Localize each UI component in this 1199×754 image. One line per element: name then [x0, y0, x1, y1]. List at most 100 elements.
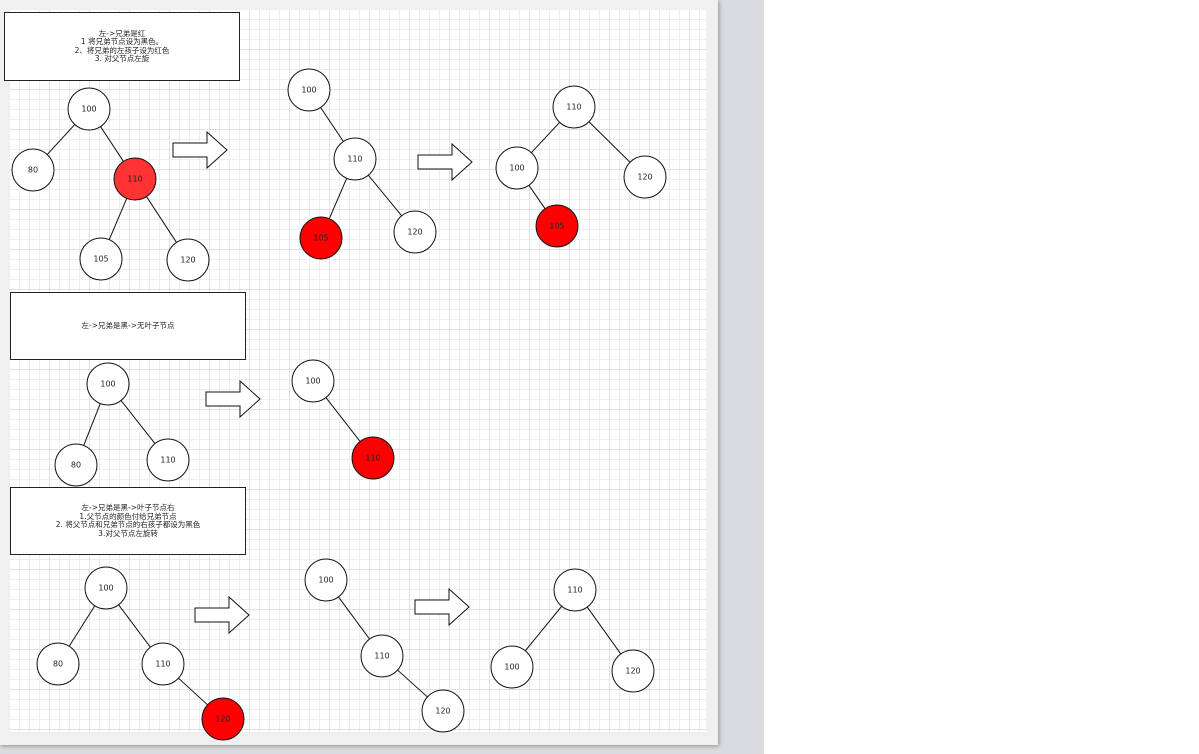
tree-edge — [338, 596, 370, 640]
tree-edge — [528, 185, 546, 209]
tree-node[interactable]: 100 — [304, 558, 348, 602]
tree-node[interactable]: 100 — [67, 87, 111, 131]
right-arrow-shape[interactable] — [172, 130, 228, 170]
node-circle — [287, 68, 331, 112]
note-line: 左->兄弟是黑->叶子节点右 — [81, 503, 175, 512]
node-circle — [393, 210, 437, 254]
node-circle — [67, 87, 111, 131]
right-arrow-shape[interactable] — [205, 379, 261, 419]
node-label: 100 — [504, 663, 519, 672]
node-circle — [623, 155, 667, 199]
node-circle — [84, 566, 128, 610]
note-line: 2. 将父节点和兄弟节点的右孩子都设为黑色 — [55, 520, 201, 529]
tree-edge — [120, 400, 156, 444]
node-label: 100 — [98, 584, 113, 593]
tree-edge — [367, 174, 403, 217]
tree-node[interactable]: 120 — [166, 238, 210, 282]
node-label: 110 — [155, 660, 170, 669]
tree-node[interactable]: 100 — [291, 359, 335, 403]
tree-node[interactable]: 80 — [36, 642, 80, 686]
node-circle — [141, 642, 185, 686]
diagram-page — [0, 0, 718, 745]
tree-node[interactable]: 110 — [113, 157, 157, 201]
node-circle — [490, 645, 534, 689]
note-line: 左->兄弟是黑->无叶子节点 — [81, 320, 175, 330]
note-line: 左->兄弟是红 — [98, 28, 146, 38]
tree-edge — [325, 397, 361, 442]
tree-node[interactable]: 105 — [299, 216, 343, 260]
node-circle — [166, 238, 210, 282]
tree-edge — [524, 605, 563, 652]
node-label: 105 — [313, 234, 328, 243]
node-circle — [421, 689, 465, 733]
note-case-2[interactable]: 左->兄弟是黑->无叶子节点 — [10, 292, 246, 360]
tree-edge — [586, 606, 622, 655]
tree-node[interactable]: 120 — [421, 689, 465, 733]
tree-node[interactable]: 120 — [623, 155, 667, 199]
tree-node[interactable]: 100 — [84, 566, 128, 610]
node-circle — [351, 436, 395, 480]
note-line: 3.对父节点左旋转 — [98, 528, 158, 538]
node-label: 100 — [100, 380, 115, 389]
tree-node[interactable]: 120 — [393, 210, 437, 254]
node-circle — [611, 649, 655, 693]
nodes-layer: 100 80 110 105 120 100 110 105 120 110 100 120 105 10… — [11, 68, 667, 741]
tree-node[interactable]: 100 — [495, 146, 539, 190]
node-circle — [291, 359, 335, 403]
tree-node[interactable]: 110 — [552, 85, 596, 129]
tree-edge — [100, 126, 124, 162]
tree-node[interactable]: 100 — [287, 68, 331, 112]
note-line: 1.父节点的颜色付给兄弟节点 — [79, 511, 177, 521]
node-label: 80 — [28, 166, 38, 175]
node-label: 120 — [637, 173, 652, 182]
tree-node[interactable]: 110 — [351, 436, 395, 480]
node-circle — [360, 634, 404, 678]
tree-node[interactable]: 105 — [79, 237, 123, 281]
node-circle — [36, 642, 80, 686]
tree-edge — [397, 669, 428, 698]
tree-edge — [588, 121, 631, 163]
node-label: 110 — [127, 175, 142, 184]
node-label: 110 — [365, 454, 380, 463]
node-circle — [201, 697, 245, 741]
note-line: 2、将兄弟的左孩子设为红色 — [74, 45, 170, 55]
tree-node[interactable]: 110 — [360, 634, 404, 678]
node-circle — [552, 85, 596, 129]
node-label: 110 — [160, 456, 175, 465]
tree-node[interactable]: 105 — [535, 204, 579, 248]
node-circle — [333, 137, 377, 181]
note-case-1[interactable]: 左->兄弟是红 1 将兄弟节点设为黑色。 2、将兄弟的左孩子设为红色 3. 对父… — [4, 12, 240, 81]
note-case-3[interactable]: 左->兄弟是黑->叶子节点右 1.父节点的颜色付给兄弟节点 2. 将父节点和兄弟… — [10, 487, 246, 555]
tree-node[interactable]: 120 — [201, 697, 245, 741]
tree-node[interactable]: 110 — [553, 568, 597, 612]
note-line: 1 将兄弟节点设为黑色。 — [80, 37, 164, 46]
node-circle — [86, 362, 130, 406]
node-circle — [146, 438, 190, 482]
tree-node[interactable]: 110 — [146, 438, 190, 482]
edges-layer — [46, 107, 631, 706]
tree-edge — [83, 403, 101, 446]
node-circle — [299, 216, 343, 260]
tree-node[interactable]: 110 — [141, 642, 185, 686]
tree-node[interactable]: 110 — [333, 137, 377, 181]
node-label: 100 — [301, 86, 316, 95]
tree-node[interactable]: 100 — [86, 362, 130, 406]
tree-node[interactable]: 80 — [54, 443, 98, 487]
tree-edge — [118, 604, 151, 648]
node-label: 110 — [374, 652, 389, 661]
tree-node[interactable]: 80 — [11, 148, 55, 192]
right-arrow-shape[interactable] — [194, 595, 250, 635]
right-arrow-shape[interactable] — [414, 587, 470, 627]
tree-edge — [320, 107, 344, 142]
note-line: 3. 对父节点左旋 — [94, 54, 150, 63]
node-label: 110 — [347, 155, 362, 164]
arrows-layer — [172, 130, 473, 635]
node-label: 80 — [71, 461, 81, 470]
node-circle — [113, 157, 157, 201]
right-arrow-shape[interactable] — [417, 142, 473, 182]
tree-node[interactable]: 100 — [490, 645, 534, 689]
node-circle — [79, 237, 123, 281]
node-circle — [553, 568, 597, 612]
node-label: 80 — [53, 660, 63, 669]
tree-node[interactable]: 120 — [611, 649, 655, 693]
